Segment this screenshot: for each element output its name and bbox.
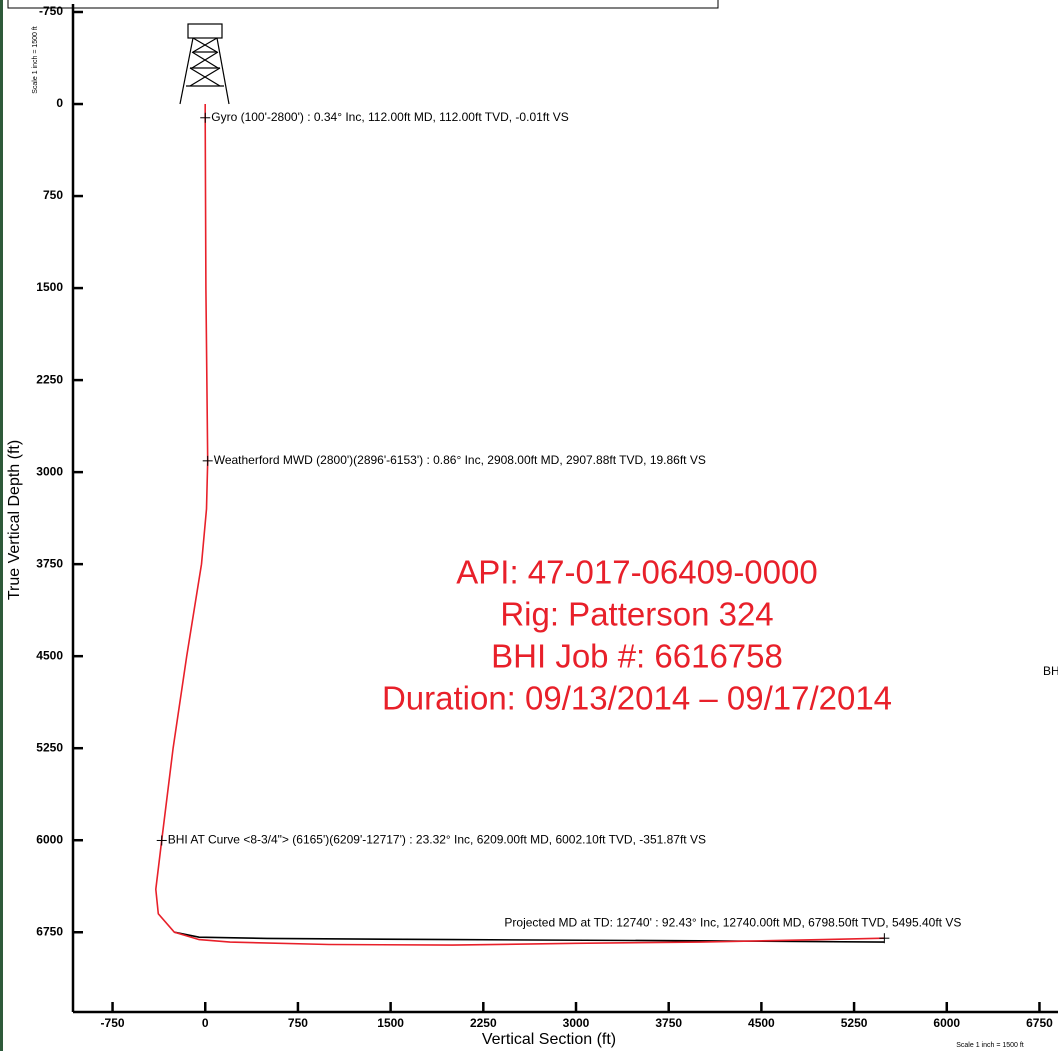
- y-tick-label: 1500: [36, 280, 63, 294]
- x-tick-label: 0: [202, 1016, 209, 1030]
- stamp-line: Duration: 09/13/2014 – 09/17/2014: [382, 680, 892, 717]
- y-tick-label: 5250: [36, 740, 63, 754]
- x-tick-label: 2250: [470, 1016, 497, 1030]
- x-tick-label: 4500: [748, 1016, 775, 1030]
- x-tick-label: 5250: [841, 1016, 868, 1030]
- annotation: BHI AT Curve <8-3/4"> (6165')(6209'-1271…: [168, 833, 706, 847]
- y-tick-label: 750: [43, 188, 63, 202]
- x-tick-label: 6750: [1026, 1016, 1053, 1030]
- x-tick-label: -750: [101, 1016, 125, 1030]
- y-axis-title: True Vertical Depth (ft): [6, 440, 23, 600]
- y-tick-label: 6750: [36, 924, 63, 938]
- y-tick-label: 3750: [36, 556, 63, 570]
- stamp-line: API: 47-017-06409-0000: [456, 554, 817, 591]
- annotation: Gyro (100'-2800') : 0.34° Inc, 112.00ft …: [211, 110, 569, 124]
- stamp-line: Rig: Patterson 324: [500, 596, 773, 633]
- y-tick-label: -750: [39, 4, 63, 18]
- y-tick-label: 3000: [36, 464, 63, 478]
- y-tick-label: 0: [56, 96, 63, 110]
- x-tick-label: 3000: [563, 1016, 590, 1030]
- scale-note: Scale 1 inch = 1500 ft: [956, 1042, 1024, 1049]
- x-tick-label: 3750: [655, 1016, 682, 1030]
- annotation: Weatherford MWD (2800')(2896'-6153') : 0…: [214, 453, 706, 467]
- clipped-label: BH: [1043, 664, 1058, 678]
- y-tick-label: 2250: [36, 372, 63, 386]
- scan-edge: [0, 0, 3, 1051]
- scale-note: Scale 1 inch = 1500 ft: [32, 26, 39, 94]
- stamp-line: BHI Job #: 6616758: [491, 638, 783, 675]
- x-tick-label: 1500: [377, 1016, 404, 1030]
- rig-icon: [179, 23, 230, 105]
- header-box: [7, 0, 719, 9]
- x-tick-label: 750: [288, 1016, 308, 1030]
- y-tick-label: 6000: [36, 832, 63, 846]
- annotation: Projected MD at TD: 12740' : 92.43° Inc,…: [504, 915, 961, 929]
- x-axis-title: Vertical Section (ft): [482, 1031, 616, 1048]
- x-tick-label: 6000: [933, 1016, 960, 1030]
- trajectory-line: [154, 104, 885, 946]
- y-tick-label: 4500: [36, 648, 63, 662]
